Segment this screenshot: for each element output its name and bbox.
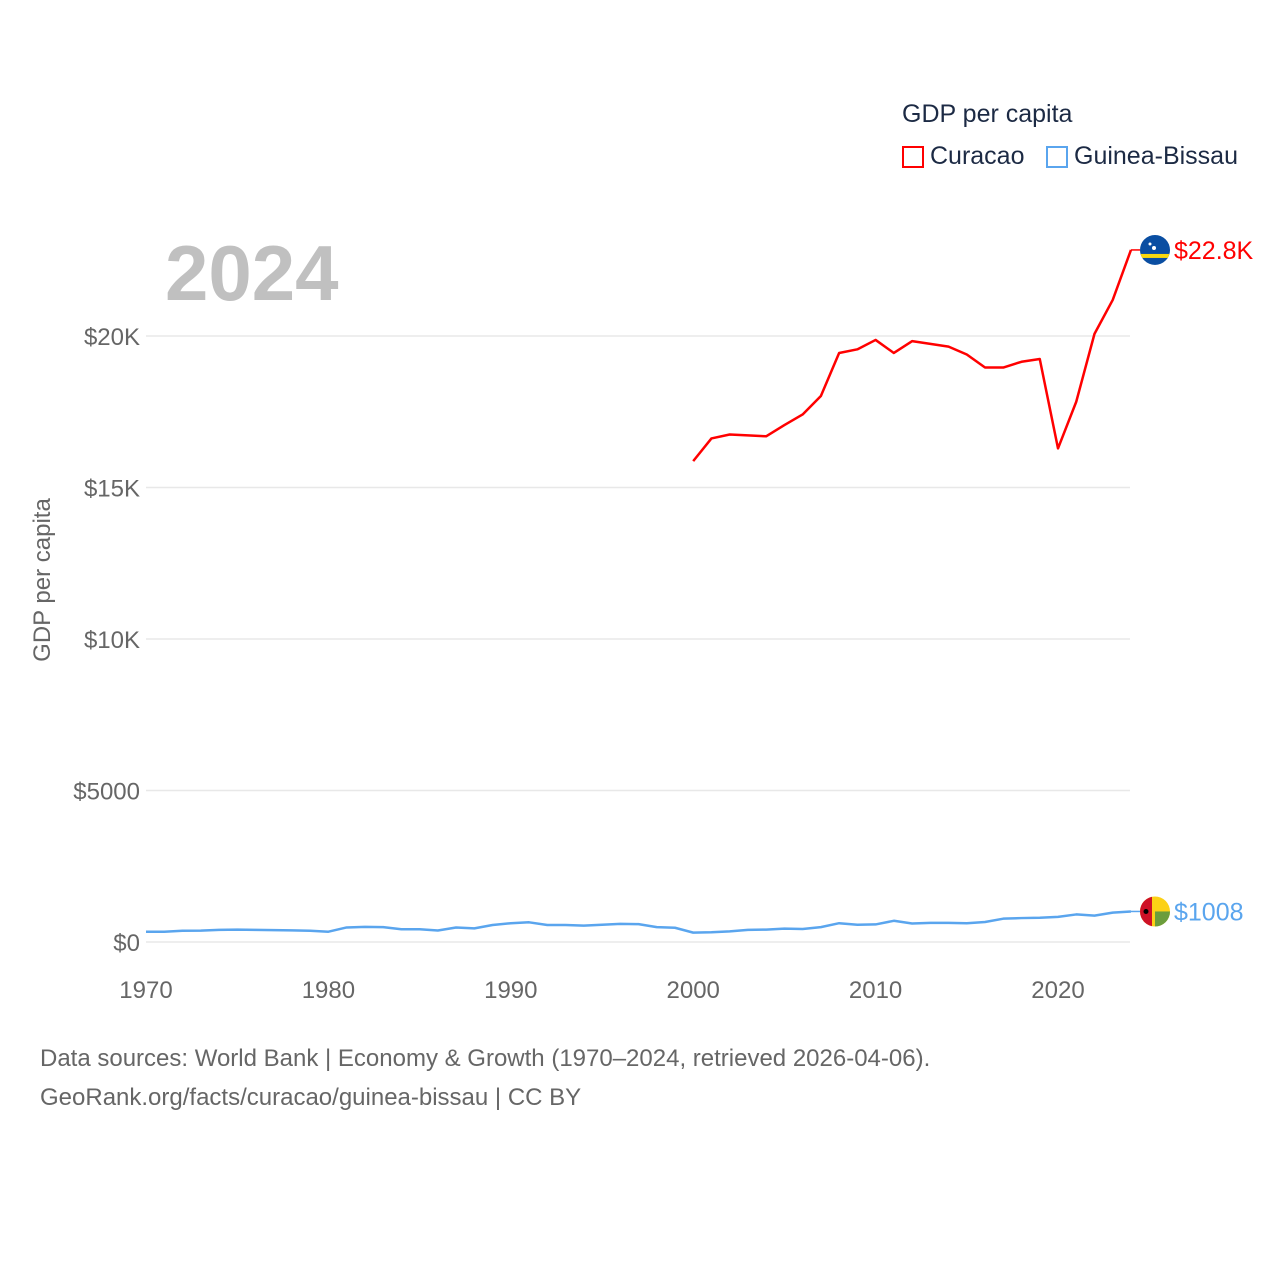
x-tick-label: 1970 [119,977,172,1004]
legend-label: Guinea-Bissau [1074,142,1238,170]
legend-item-guinea-bissau[interactable]: Guinea-Bissau [1046,142,1238,171]
y-tick-label: $15K [84,476,140,503]
legend-swatch-guinea-bissau [1046,145,1068,168]
guinea-bissau-flag-icon [1140,896,1170,927]
legend-item-curacao[interactable]: Curacao [902,142,1025,171]
year-label: 2024 [165,229,339,317]
y-tick-label: $0 [113,930,140,957]
y-tick-label: $20K [84,324,140,351]
legend-label: Curacao [930,142,1025,170]
x-tick-label: 1980 [302,977,355,1004]
series-line-curacao [692,249,1133,462]
footer-link[interactable]: GeoRank.org/facts/curacao/guinea-bissau … [40,1084,582,1111]
x-tick-label: 2020 [1031,977,1084,1004]
footer-sources: Data sources: World Bank | Economy & Gro… [40,1045,931,1072]
y-tick-label: $10K [84,627,140,654]
x-tick-label: 1990 [484,977,537,1004]
y-axis-label: GDP per capita [29,498,56,662]
series-line-guinea-bissau [146,910,1132,934]
y-tick-label: $5000 [73,779,140,806]
legend-swatch-curacao [902,145,924,168]
end-value-label: $1008 [1174,898,1244,926]
curacao-flag-icon [1140,234,1170,265]
end-value-label: $22.8K [1174,237,1254,265]
x-tick-label: 2010 [849,977,902,1004]
legend-title: GDP per capita [902,100,1073,128]
x-tick-label: 2000 [667,977,720,1004]
